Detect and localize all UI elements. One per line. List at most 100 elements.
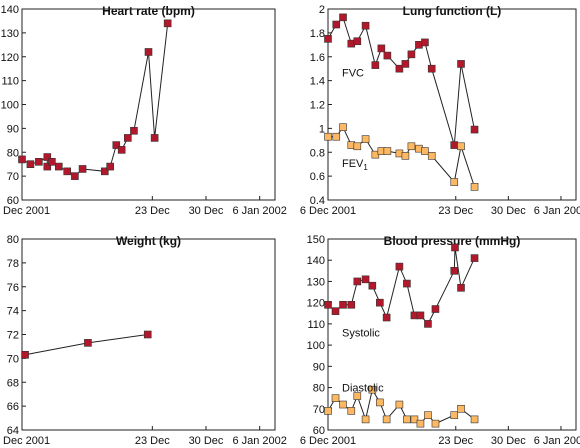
heart-rate-xtick-label: 6 Jan 2002 xyxy=(232,205,286,217)
weight-title: Weight (kg) xyxy=(116,234,181,248)
lung-function-fvc-point xyxy=(470,125,479,134)
weight-ytick-label: 78 xyxy=(7,258,19,270)
blood-pressure-diastolic-point xyxy=(368,385,377,394)
heart-rate-ytick-label: 120 xyxy=(1,52,19,64)
blood-pressure-ytick-label: 130 xyxy=(307,276,325,288)
blood-pressure-diastolic-point xyxy=(450,411,459,419)
blood-pressure-ytick-label: 90 xyxy=(313,361,325,373)
lung-function-fvc-point xyxy=(332,20,341,29)
lung-function-ytick-label: 1.8 xyxy=(310,28,325,40)
blood-pressure-diastolic-point xyxy=(376,398,384,407)
blood-pressure-systolic-point xyxy=(431,305,440,313)
heart-rate-series-point xyxy=(43,153,52,161)
lung-function-ytick-label: 1.2 xyxy=(310,100,325,112)
blood-pressure-systolic-point xyxy=(347,300,356,309)
lung-function-ytick-label: 1.6 xyxy=(310,52,325,64)
lung-function-fev1-point xyxy=(457,142,465,151)
lung-function-fev1-point xyxy=(339,123,347,131)
heart-rate-xtick-label: 30 Dec xyxy=(189,205,224,217)
blood-pressure-diastolic-point xyxy=(361,415,370,424)
lung-function-fvc-point xyxy=(339,13,347,22)
weight-ytick-label: 74 xyxy=(7,306,19,318)
blood-pressure-diastolic-point xyxy=(416,419,425,428)
heart-rate-series-point xyxy=(101,167,109,176)
blood-pressure-diastolic-point xyxy=(353,392,362,400)
heart-rate-plot-frame xyxy=(21,8,276,201)
heart-rate-series-point xyxy=(18,155,26,164)
lung-function-xtick-label: 30 Dec xyxy=(491,205,526,217)
heart-rate-series-line xyxy=(21,23,169,177)
heart-rate-ytick-label: 130 xyxy=(1,28,19,40)
blood-pressure-diastolic-point xyxy=(403,415,411,424)
heart-rate-series-point xyxy=(71,172,79,180)
heart-rate-series-point xyxy=(130,126,138,135)
blood-pressure-systolic-point xyxy=(376,298,384,307)
heart-rate-ytick-label: 90 xyxy=(7,123,19,135)
blood-pressure-xtick-label: 30 Dec xyxy=(491,435,526,447)
heart-rate-series-point xyxy=(78,165,87,173)
lung-function-fvc-point xyxy=(377,44,386,53)
lung-function-fev1-point xyxy=(427,152,436,160)
blood-pressure-xtick-label: 23 Dec xyxy=(438,435,473,447)
weight-xtick-label: 6 Jan 2002 xyxy=(232,435,286,447)
lung-function-panel: Lung function (L) 0.4 0.6 0.8 1 1.2 1.4 1.6 1.8 2… xyxy=(300,4,580,217)
heart-rate-series-point xyxy=(106,162,114,171)
blood-pressure-diastolic-point xyxy=(410,415,419,424)
weight-xtick-label: 30 Dec xyxy=(189,435,224,447)
weight-ytick-label: 64 xyxy=(7,425,19,437)
lung-function-xtick-label: 23 Dec xyxy=(438,205,473,217)
lung-function-fev1-point xyxy=(332,132,341,141)
blood-pressure-ytick-label: 100 xyxy=(307,340,325,352)
blood-pressure-diastolic-point xyxy=(331,394,340,402)
weight-ytick-label: 76 xyxy=(7,282,19,294)
heart-rate-series-point xyxy=(117,146,126,154)
blood-pressure-ytick-label: 80 xyxy=(313,383,325,395)
weight-ytick-label: 66 xyxy=(7,401,19,413)
blood-pressure-ytick-label: 140 xyxy=(307,255,325,267)
blood-pressure-diastolic-point xyxy=(324,407,332,415)
blood-pressure-diastolic-point xyxy=(424,411,432,419)
lung-function-fvc-point xyxy=(407,50,416,59)
blood-pressure-ytick-label: 110 xyxy=(307,319,325,331)
weight-ytick-label: 68 xyxy=(7,377,19,389)
heart-rate-series-point xyxy=(26,160,35,168)
heart-rate-series-point xyxy=(124,134,132,142)
lung-function-fev1-point xyxy=(421,147,429,155)
lung-function-title: Lung function (L) xyxy=(403,4,502,18)
heart-rate-title: Heart rate (bpm) xyxy=(102,4,195,18)
lung-function-fev1-point xyxy=(361,135,370,143)
lung-function-fvc-point xyxy=(371,61,380,69)
heart-rate-series-point xyxy=(35,158,43,166)
lung-function-fvc-point xyxy=(401,60,410,68)
lung-function-fev1-point xyxy=(324,132,332,141)
blood-pressure-annotation: Systolic xyxy=(342,327,380,339)
blood-pressure-systolic-line xyxy=(327,247,475,325)
blood-pressure-plot-frame xyxy=(327,238,577,431)
blood-pressure-systolic-point xyxy=(353,277,362,286)
lung-function-ytick-label: 2 xyxy=(319,4,325,16)
lung-function-fvc-point xyxy=(383,51,392,60)
heart-rate-ytick-label: 140 xyxy=(1,4,19,16)
heart-rate-series-point xyxy=(54,162,63,171)
weight-series-point xyxy=(143,330,152,339)
blood-pressure-diastolic-point xyxy=(395,400,404,409)
blood-pressure-systolic-point xyxy=(382,313,391,322)
heart-rate-xtick-label: 6 Dec 2001 xyxy=(0,205,50,217)
heart-rate-series-point xyxy=(48,158,56,166)
heart-rate-series-point xyxy=(150,134,159,142)
lung-function-annotation: FEV1 xyxy=(342,158,368,172)
blood-pressure-diastolic-point xyxy=(347,407,356,415)
blood-pressure-diastolic-point xyxy=(339,400,347,409)
heart-rate-series-point xyxy=(63,167,72,176)
heart-rate-ytick-label: 80 xyxy=(7,147,19,159)
lung-function-fev1-point xyxy=(407,142,416,151)
lung-function-fvc-line xyxy=(327,16,475,146)
blood-pressure-systolic-point xyxy=(368,281,377,290)
blood-pressure-systolic-point xyxy=(361,275,370,284)
weight-panel: Weight (kg) 64 66 68 70 72 74 76 78 80 6 Dec 2001 2… xyxy=(0,234,287,447)
heart-rate-series-point xyxy=(43,162,52,171)
lung-function-ytick-label: 0.8 xyxy=(310,147,325,159)
weight-xtick-label: 23 Dec xyxy=(135,435,170,447)
lung-function-fvc-point xyxy=(427,64,436,73)
weight-ytick-label: 80 xyxy=(7,234,19,246)
